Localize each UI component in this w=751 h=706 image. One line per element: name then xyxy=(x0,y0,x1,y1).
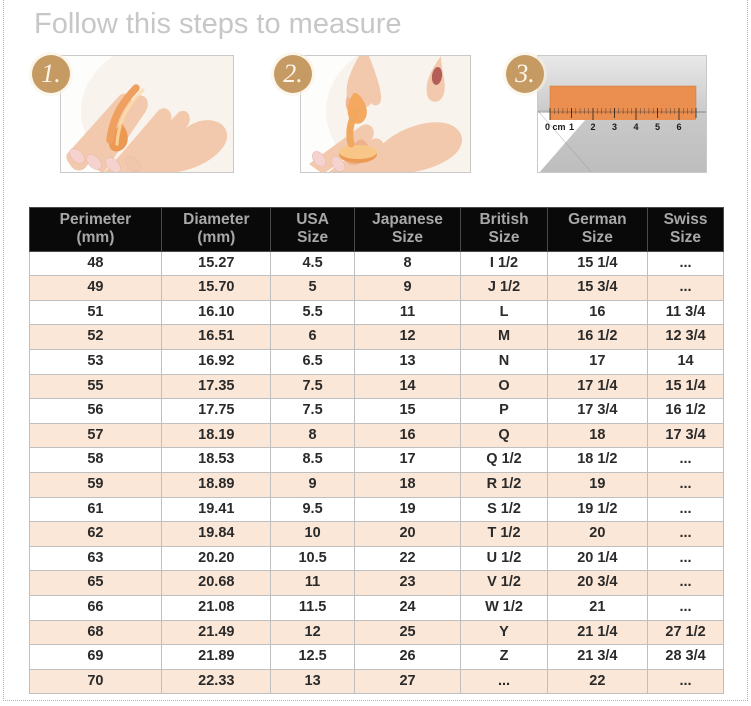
svg-text:1: 1 xyxy=(569,122,574,132)
svg-text:3: 3 xyxy=(612,122,617,132)
svg-text:6: 6 xyxy=(677,122,682,132)
svg-text:4: 4 xyxy=(634,122,639,132)
svg-text:5: 5 xyxy=(655,122,660,132)
svg-text:0 cm: 0 cm xyxy=(545,122,566,132)
svg-text:2: 2 xyxy=(591,122,596,132)
